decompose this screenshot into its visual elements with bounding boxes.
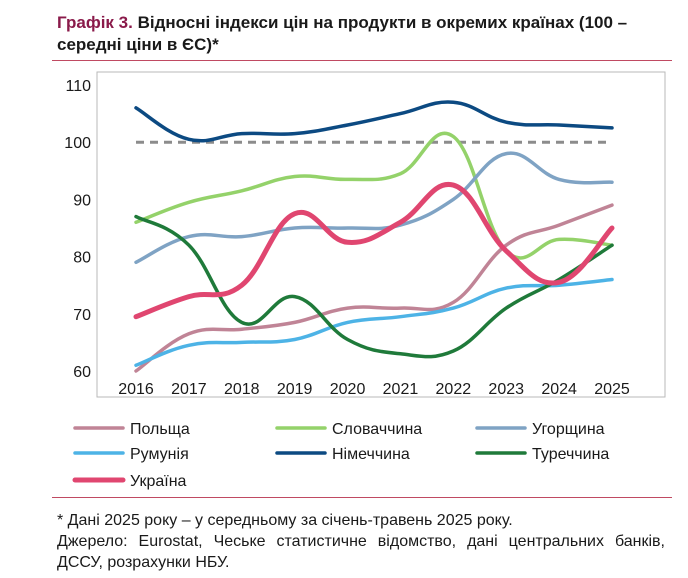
series-line-7 bbox=[133, 182, 615, 320]
chart-title-text: Відносні індекси цін на продукти в окрем… bbox=[57, 13, 628, 54]
footnote-source: Джерело: Eurostat, Чеське статистичне ві… bbox=[57, 533, 665, 571]
series-line-4 bbox=[134, 277, 614, 368]
x-tick-label: 2025 bbox=[594, 381, 630, 398]
x-tick-label: 2024 bbox=[541, 381, 577, 398]
legend-label: Німеччина bbox=[332, 446, 410, 463]
legend-item: Румунія bbox=[73, 446, 189, 463]
plot-area bbox=[96, 71, 666, 398]
legend-label: Угорщина bbox=[532, 421, 605, 438]
y-tick-label: 80 bbox=[73, 250, 91, 267]
x-tick-label: 2021 bbox=[383, 381, 419, 398]
y-tick-label: 90 bbox=[73, 192, 91, 209]
legend-label: Україна bbox=[130, 473, 187, 490]
top-divider bbox=[52, 60, 672, 61]
legend-label: Туреччина bbox=[532, 446, 609, 463]
line-chart: 60 70 80 90 100 110 2016 2017 2018 2019 2020 2021 2… bbox=[64, 71, 666, 490]
series-line-5 bbox=[134, 100, 614, 143]
x-tick-label: 2020 bbox=[330, 381, 366, 398]
legend-label: Румунія bbox=[130, 446, 189, 463]
legend-item: Туреччина bbox=[475, 446, 609, 463]
chart-title: Графік 3. Відносні індекси цін на продук… bbox=[57, 12, 677, 56]
series-line-3 bbox=[134, 151, 614, 265]
x-tick-label: 2017 bbox=[171, 381, 207, 398]
legend-label: Словаччина bbox=[332, 421, 422, 438]
legend-item: Німеччина bbox=[275, 446, 410, 463]
legend-label: Польща bbox=[130, 421, 190, 438]
series-line-1 bbox=[134, 203, 614, 373]
x-tick-label: 2023 bbox=[488, 381, 524, 398]
legend-item: Україна bbox=[72, 473, 187, 490]
x-tick-label: 2019 bbox=[277, 381, 313, 398]
footnote-note: * Дані 2025 року – у середньому за січен… bbox=[57, 512, 513, 529]
x-tick-label: 2022 bbox=[436, 381, 472, 398]
x-tick-label: 2016 bbox=[118, 381, 154, 398]
y-tick-label: 60 bbox=[73, 364, 91, 381]
chart-number: Графік 3. bbox=[57, 13, 133, 32]
legend-item: Польща bbox=[73, 421, 190, 438]
y-tick-label: 100 bbox=[64, 135, 91, 152]
series-line-6 bbox=[134, 214, 614, 359]
y-tick-label: 110 bbox=[65, 78, 91, 95]
series-line-2 bbox=[134, 131, 614, 260]
bottom-divider bbox=[52, 497, 672, 498]
legend-item: Словаччина bbox=[275, 421, 422, 438]
x-tick-label: 2018 bbox=[224, 381, 260, 398]
y-tick-label: 70 bbox=[73, 307, 91, 324]
footnotes: * Дані 2025 року – у середньому за січен… bbox=[57, 510, 665, 573]
legend-item: Угорщина bbox=[475, 421, 605, 438]
